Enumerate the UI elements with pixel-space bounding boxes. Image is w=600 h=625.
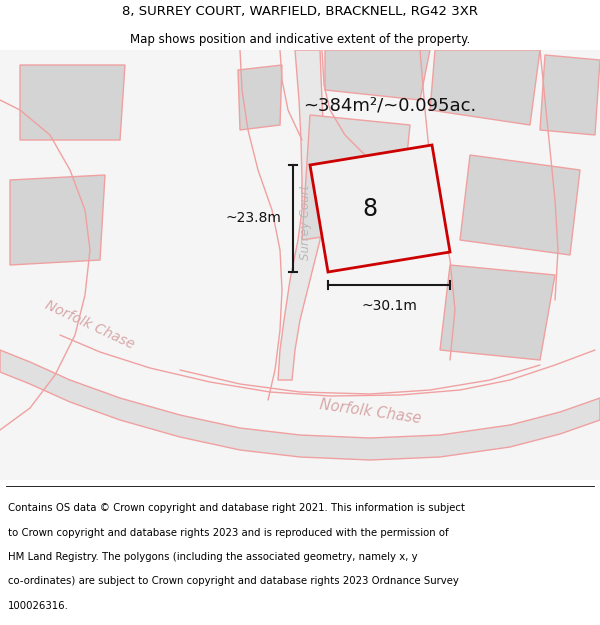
Text: Norfolk Chase: Norfolk Chase — [43, 298, 137, 352]
Polygon shape — [302, 115, 410, 240]
Text: Contains OS data © Crown copyright and database right 2021. This information is : Contains OS data © Crown copyright and d… — [8, 503, 465, 513]
Text: ~384m²/~0.095ac.: ~384m²/~0.095ac. — [304, 97, 476, 115]
Text: ~30.1m: ~30.1m — [361, 299, 417, 313]
Polygon shape — [460, 155, 580, 255]
Text: Map shows position and indicative extent of the property.: Map shows position and indicative extent… — [130, 32, 470, 46]
Polygon shape — [325, 50, 430, 100]
Polygon shape — [440, 265, 555, 360]
Text: 8, SURREY COURT, WARFIELD, BRACKNELL, RG42 3XR: 8, SURREY COURT, WARFIELD, BRACKNELL, RG… — [122, 4, 478, 18]
Text: to Crown copyright and database rights 2023 and is reproduced with the permissio: to Crown copyright and database rights 2… — [8, 528, 448, 538]
Polygon shape — [0, 350, 600, 460]
Polygon shape — [310, 145, 450, 272]
Polygon shape — [430, 50, 540, 125]
Text: ~23.8m: ~23.8m — [225, 211, 281, 226]
Text: HM Land Registry. The polygons (including the associated geometry, namely x, y: HM Land Registry. The polygons (includin… — [8, 552, 418, 562]
Polygon shape — [278, 50, 325, 380]
Polygon shape — [0, 50, 600, 480]
Polygon shape — [10, 175, 105, 265]
Text: Surrey Court: Surrey Court — [299, 184, 311, 259]
Polygon shape — [238, 65, 282, 130]
Polygon shape — [20, 65, 125, 140]
Text: 100026316.: 100026316. — [8, 601, 68, 611]
Text: co-ordinates) are subject to Crown copyright and database rights 2023 Ordnance S: co-ordinates) are subject to Crown copyr… — [8, 576, 458, 586]
Polygon shape — [540, 55, 600, 135]
Text: Norfolk Chase: Norfolk Chase — [318, 398, 422, 426]
Text: 8: 8 — [362, 196, 377, 221]
